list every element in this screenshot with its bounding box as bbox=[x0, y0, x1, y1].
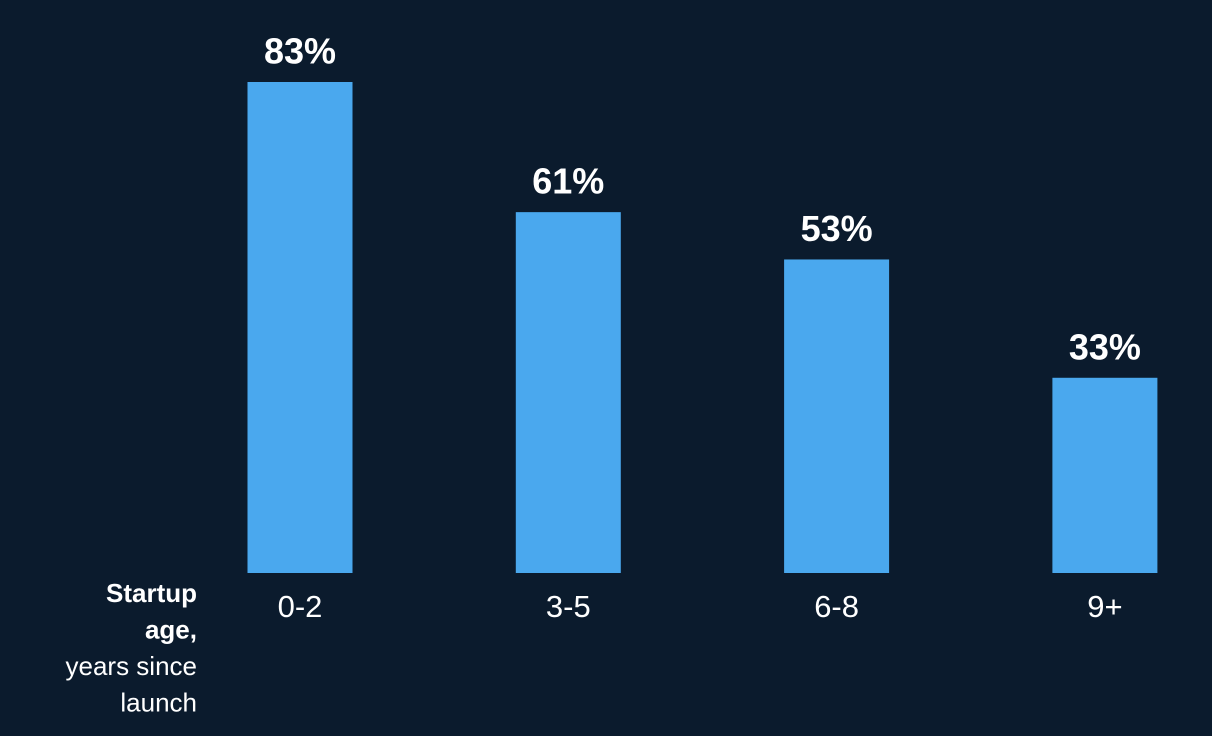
value-label: 61% bbox=[532, 161, 604, 202]
bar bbox=[784, 259, 890, 573]
x-axis-label: Startup bbox=[106, 578, 197, 608]
x-axis-label: years since bbox=[66, 651, 198, 681]
bar bbox=[1052, 377, 1158, 573]
bar bbox=[247, 82, 353, 573]
value-label: 53% bbox=[801, 208, 873, 249]
x-tick-label: 3-5 bbox=[546, 589, 591, 624]
x-tick-label: 0-2 bbox=[278, 589, 323, 624]
x-axis-label: age, bbox=[145, 614, 197, 644]
value-label: 33% bbox=[1069, 326, 1141, 367]
value-label: 83% bbox=[264, 31, 336, 72]
x-axis-label: launch bbox=[120, 687, 197, 717]
x-tick-label: 9+ bbox=[1087, 589, 1122, 624]
x-tick-label: 6-8 bbox=[814, 589, 859, 624]
bar bbox=[515, 212, 621, 573]
